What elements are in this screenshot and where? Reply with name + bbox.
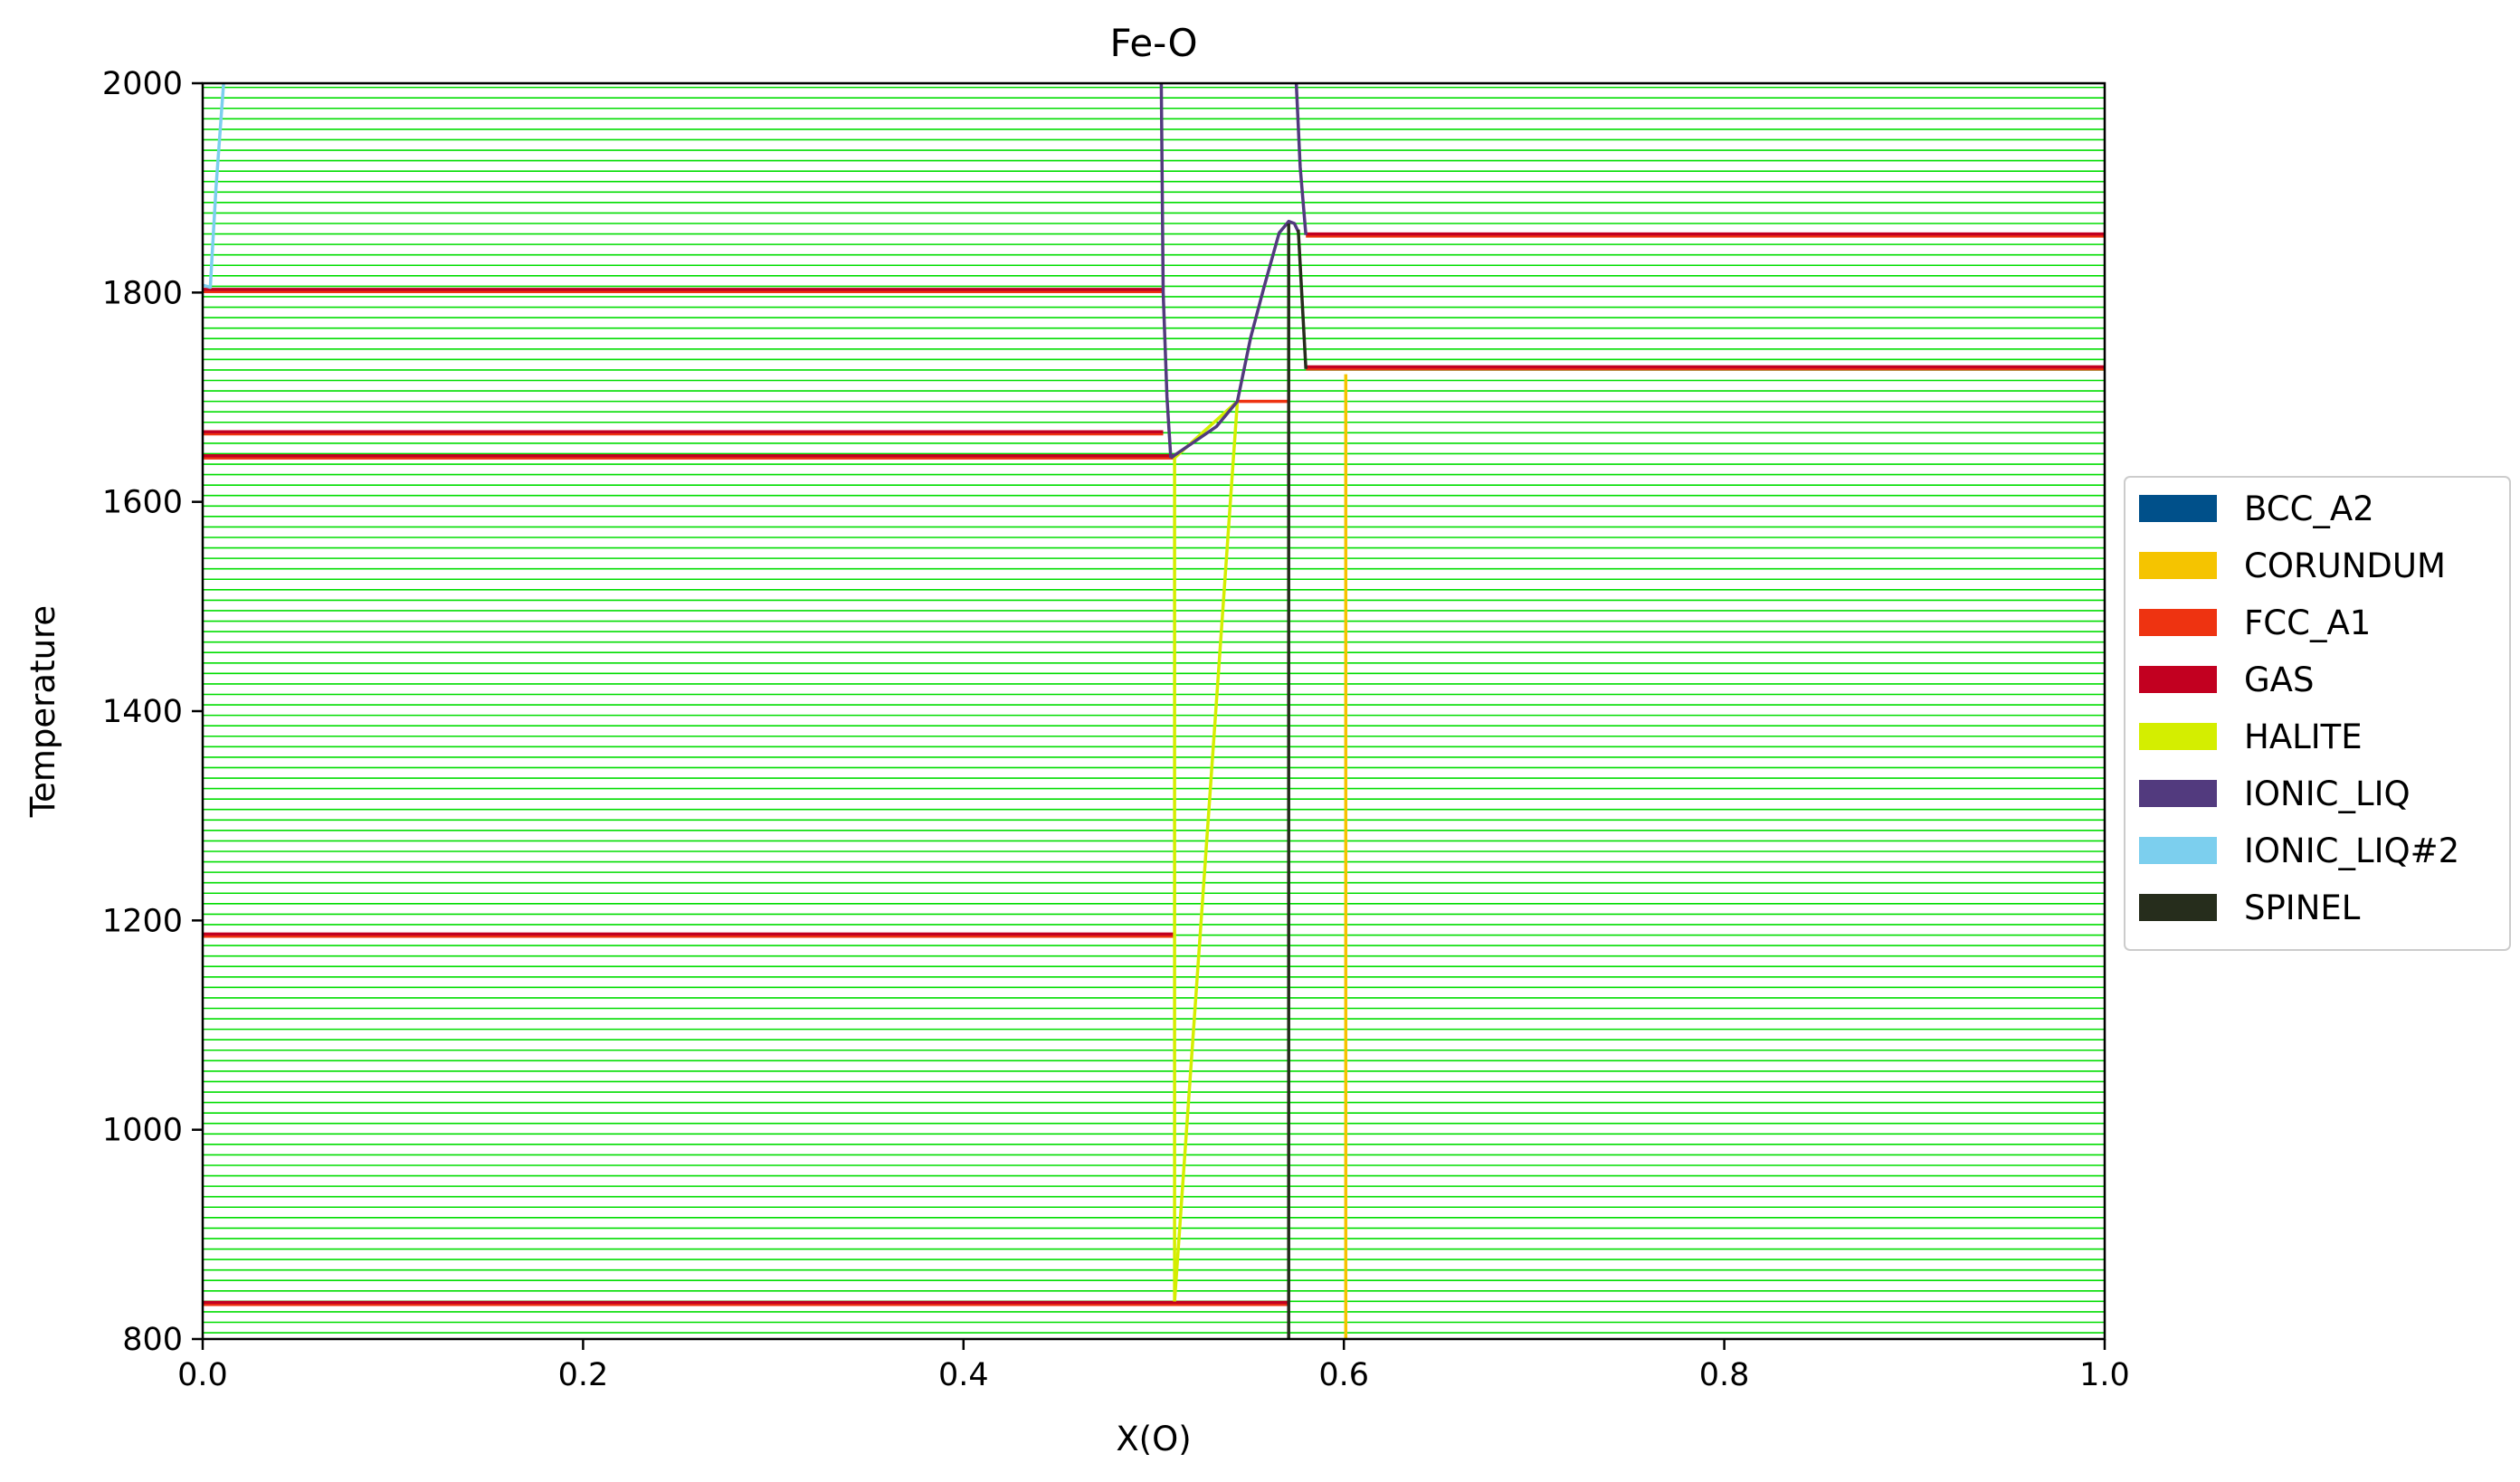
- y-tick-label: 800: [122, 1322, 183, 1358]
- legend-swatch: [2139, 666, 2217, 693]
- legend-label: GAS: [2244, 660, 2314, 699]
- y-tick-label: 1800: [102, 275, 183, 311]
- legend-label: IONIC_LIQ: [2244, 774, 2411, 813]
- legend-swatch: [2139, 723, 2217, 750]
- series-line-ionic-liq: [1294, 82, 1308, 235]
- legend-label: IONIC_LIQ#2: [2244, 831, 2459, 870]
- series-line-ionic-liq: [1159, 82, 1173, 459]
- x-tick-label: 0.2: [558, 1357, 609, 1393]
- chart-title: Fe-O: [1109, 21, 1197, 65]
- phase-boundaries-group: [202, 82, 2105, 1339]
- y-axis-label: Temperature: [24, 605, 62, 818]
- legend-swatch: [2139, 552, 2217, 579]
- y-tick-label: 1200: [102, 903, 183, 939]
- y-tick-label: 1000: [102, 1113, 183, 1149]
- legend-label: HALITE: [2244, 717, 2363, 756]
- series-line-ionic-liq: [1169, 219, 1300, 460]
- legend-label: BCC_A2: [2244, 489, 2374, 528]
- legend-swatch: [2139, 780, 2217, 807]
- x-axis: 0.0 0.2 0.4 0.6 0.8 1.0: [177, 1339, 2130, 1393]
- x-tick-label: 0.0: [177, 1357, 228, 1393]
- y-axis: 800 1000 1200 1400 1600 1800 2000: [102, 66, 203, 1358]
- series-line-ionic-liq-2: [202, 82, 225, 290]
- y-tick-label: 2000: [102, 66, 183, 102]
- legend-label: CORUNDUM: [2244, 546, 2446, 585]
- legend-box: [2124, 476, 2511, 951]
- y-tick-label: 1400: [102, 694, 183, 730]
- legend: BCC_A2 CORUNDUM FCC_A1 GAS HALITE IONIC_LIQ IO…: [2124, 476, 2511, 951]
- x-tick-label: 0.4: [938, 1357, 989, 1393]
- legend-swatch: [2139, 837, 2217, 864]
- tie-lines-group: [203, 86, 2105, 1334]
- legend-swatch: [2139, 894, 2217, 921]
- legend-label: FCC_A1: [2244, 603, 2371, 642]
- x-tick-label: 0.8: [1699, 1357, 1750, 1393]
- legend-swatch: [2139, 609, 2217, 636]
- series-line-halite: [1173, 401, 1240, 1302]
- legend-swatch: [2139, 495, 2217, 522]
- x-tick-label: 1.0: [2079, 1357, 2130, 1393]
- series-line-spinel: [1297, 229, 1308, 369]
- x-tick-label: 0.6: [1318, 1357, 1369, 1393]
- y-tick-label: 1600: [102, 485, 183, 521]
- x-axis-label: X(O): [1116, 1420, 1191, 1458]
- plot-frame: [201, 81, 2106, 1341]
- legend-label: SPINEL: [2244, 888, 2361, 927]
